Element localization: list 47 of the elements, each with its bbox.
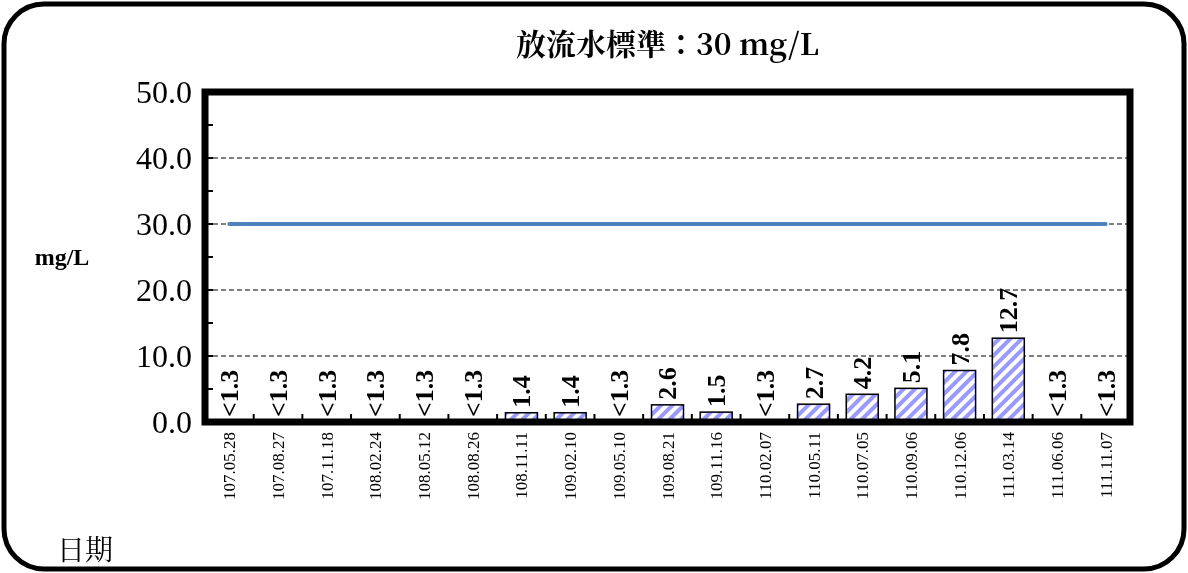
x-tick-label: 110.12.06: [950, 432, 970, 500]
y-tick-label: 10.0: [136, 338, 192, 374]
data-label: 4.2: [848, 356, 878, 390]
y-tick-label: 20.0: [136, 272, 192, 308]
x-tick-label: 108.02.24: [366, 431, 386, 500]
text: <1.3: [215, 369, 245, 417]
text: <1.3: [1042, 369, 1072, 417]
y-tick-label: 40.0: [136, 140, 192, 176]
x-tick-label: 110.05.11: [804, 432, 824, 499]
x-tick-label: 108.08.26: [463, 432, 483, 500]
text: <1.3: [604, 369, 634, 417]
x-tick-label: 109.11.16: [707, 432, 727, 500]
data-label: 1.4: [507, 375, 537, 408]
x-tick-label: 107.05.28: [220, 432, 240, 500]
text: <1.3: [312, 369, 342, 417]
y-tick-label: 30.0: [136, 206, 192, 242]
text: <1.3: [410, 369, 440, 417]
chart-title: 放流水標準：30 mg/L: [515, 20, 820, 64]
text: <1.3: [264, 369, 294, 417]
x-tick-label: 110.07.05: [853, 432, 873, 500]
y-tick-label: 50.0: [136, 74, 192, 110]
x-tick-label: 110.09.06: [901, 432, 921, 500]
text: <1.3: [458, 369, 488, 417]
x-tick-label: 111.11.07: [1096, 431, 1116, 499]
data-label: 7.8: [945, 333, 975, 366]
data-label: 12.7: [994, 287, 1024, 334]
x-tick-label: 108.11.11: [512, 432, 532, 499]
x-tick-label: 109.05.10: [609, 432, 629, 500]
x-tick-label: 107.11.18: [317, 432, 337, 500]
y-tick-label: 0.0: [152, 404, 192, 440]
y-axis-title: mg/L: [34, 244, 90, 270]
x-tick-label: 110.02.07: [755, 431, 775, 500]
x-tick-label: 108.05.12: [415, 432, 435, 500]
x-tick-label: 111.06.06: [1047, 432, 1067, 499]
data-label: 2.6: [653, 367, 683, 400]
x-tick-label: 107.08.27: [269, 431, 289, 500]
data-label: 5.1: [896, 350, 926, 384]
text: <1.3: [361, 369, 391, 417]
data-label: 1.5: [702, 374, 732, 408]
x-axis-title: 日期: [56, 528, 114, 568]
text: <1.3: [1091, 369, 1121, 417]
data-label: 1.4: [556, 375, 586, 408]
text: <1.3: [750, 369, 780, 417]
x-tick-label: 111.03.14: [999, 431, 1019, 499]
x-tick-label: 109.08.21: [658, 432, 678, 500]
data-label: 2.7: [799, 366, 829, 400]
x-tick-label: 109.02.10: [561, 432, 581, 500]
